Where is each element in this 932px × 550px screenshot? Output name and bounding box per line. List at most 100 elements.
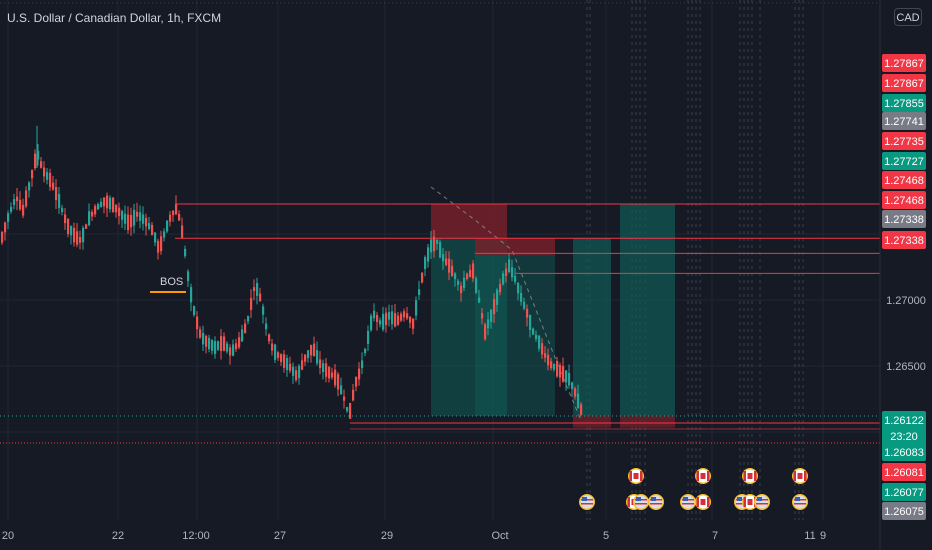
candle-body: [139, 212, 142, 221]
candle-body: [388, 312, 391, 320]
flag-stripe: [756, 503, 768, 505]
flag-leaf: [747, 499, 753, 505]
us-event-icon: [633, 494, 649, 510]
price-label-box: [882, 191, 926, 209]
candle-body: [412, 318, 415, 329]
time-axis[interactable]: 20 22 12:00 27 29 Oct 5 7 9 11: [0, 521, 880, 550]
price-label-text: 1.26122: [884, 415, 924, 427]
economic-events[interactable]: [579, 468, 808, 510]
candle-body: [130, 214, 133, 228]
candle-body: [52, 182, 55, 190]
candle-body: [34, 153, 37, 169]
candle-body: [259, 293, 262, 302]
candle-body: [463, 277, 466, 288]
time-axis-background: [0, 521, 880, 550]
flag-stripe: [736, 503, 748, 505]
candle-body: [418, 289, 421, 295]
candle-body: [433, 236, 436, 252]
candle-body: [409, 316, 412, 323]
candle-body: [445, 258, 448, 265]
candle-body: [148, 223, 151, 229]
candle-body: [40, 161, 43, 168]
candle-body: [472, 263, 475, 279]
candle-body: [520, 292, 523, 302]
candle-body: [19, 199, 22, 210]
time-tick-label: Oct: [491, 530, 508, 542]
candle-body: [541, 343, 544, 355]
candle-body: [538, 335, 541, 349]
candle-body: [265, 323, 268, 330]
candle-body: [154, 232, 157, 243]
candle-body: [28, 182, 31, 191]
candle-body: [256, 282, 259, 296]
candle-body: [205, 335, 208, 347]
flag-stripe: [794, 503, 806, 505]
candle-body: [532, 328, 535, 335]
target-zone: [620, 203, 675, 416]
candle-body: [157, 240, 160, 253]
candle-body: [178, 213, 181, 221]
candle-body: [190, 287, 193, 303]
flag-canton: [737, 497, 742, 501]
currency-button[interactable]: CAD: [894, 8, 922, 26]
candle-body: [238, 337, 241, 348]
candle-body: [250, 297, 253, 310]
candle-body: [10, 206, 13, 212]
candle-body: [262, 306, 265, 315]
candle-body: [430, 239, 433, 253]
candle-body: [106, 195, 109, 209]
candle-body: [355, 377, 358, 387]
candle-body: [394, 313, 397, 327]
ca-event-icon: [695, 468, 711, 484]
price-label-text: 1.27741: [884, 116, 924, 128]
candle-body: [406, 313, 409, 319]
flag-band: [707, 471, 710, 481]
flag-band: [743, 471, 746, 481]
ca-event-icon: [695, 494, 711, 510]
candle-body: [508, 259, 511, 273]
time-tick-label: 22: [112, 530, 124, 542]
candle-body: [370, 315, 373, 331]
candle-body: [301, 360, 304, 370]
price-label-box: [882, 74, 926, 92]
flag-band: [707, 497, 710, 507]
candle-body: [277, 352, 280, 358]
us-event-icon: [792, 494, 808, 510]
price-label-box: [882, 152, 926, 170]
candle-body: [307, 350, 310, 359]
price-tick-label: 1.27000: [886, 295, 926, 307]
candle-body: [235, 343, 238, 350]
candle-body: [37, 150, 40, 160]
candle-body: [316, 350, 319, 364]
candle-body: [328, 366, 331, 379]
candle-body: [13, 199, 16, 205]
price-label-box: [882, 54, 926, 72]
flag-stripe: [635, 503, 647, 505]
ca-event-icon: [742, 468, 758, 484]
candle-body: [379, 320, 382, 325]
us-event-icon: [680, 494, 696, 510]
candle-body: [31, 170, 34, 179]
candle-body: [64, 214, 67, 224]
candle-body: [292, 366, 295, 376]
candle-body: [553, 363, 556, 370]
flag-band: [793, 471, 796, 481]
ca-event-icon: [792, 468, 808, 484]
candle-body: [322, 363, 325, 373]
candle-body: [376, 315, 379, 322]
price-label-text: 1.27867: [884, 78, 924, 90]
candle-body: [526, 308, 529, 318]
candle-body: [232, 344, 235, 356]
flag-band: [627, 497, 630, 507]
candle-body: [25, 190, 28, 207]
time-tick-label: 7: [712, 530, 718, 542]
candle-body: [319, 359, 322, 368]
candle-body: [244, 323, 247, 334]
time-tick-label: 9: [820, 530, 826, 542]
candle-body: [337, 374, 340, 390]
us-event-icon: [648, 494, 664, 510]
candle-body: [496, 289, 499, 305]
candle-body: [124, 213, 127, 224]
candle-body: [55, 187, 58, 201]
